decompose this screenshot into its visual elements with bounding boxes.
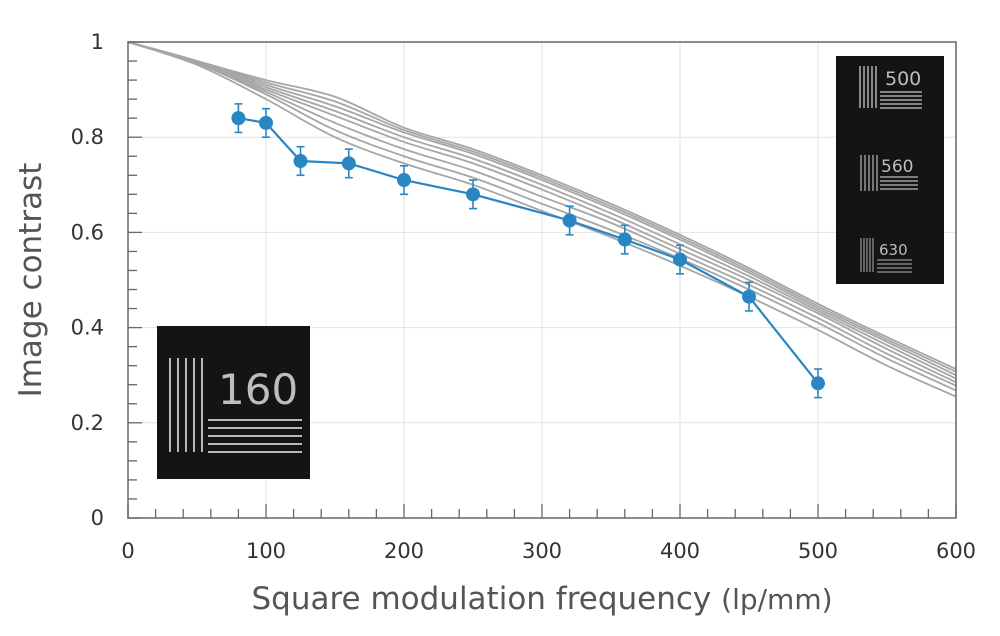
y-axis-title: Image contrast	[13, 163, 49, 398]
inset-160-background	[157, 326, 310, 479]
x-tick-label: 200	[384, 539, 424, 563]
y-tick-label: 0.2	[71, 411, 104, 435]
reference-curve	[127, 41, 957, 398]
y-tick-label: 0.4	[71, 316, 104, 340]
data-point	[341, 156, 356, 171]
reference-curve	[127, 41, 957, 373]
data-point	[617, 232, 632, 247]
reference-curves	[127, 41, 957, 398]
data-point	[466, 187, 480, 202]
measured-series	[231, 103, 825, 399]
x-tick-label: 0	[121, 539, 134, 563]
data-point	[562, 213, 577, 228]
measured-line	[238, 117, 819, 384]
inset-image-160: 160	[157, 326, 310, 479]
data-point	[293, 154, 308, 168]
x-axis-title-text: Square modulation frequency	[251, 581, 711, 617]
inset-630-bars	[860, 238, 912, 273]
x-tick-label: 500	[798, 539, 838, 563]
minor-ticks	[127, 41, 957, 519]
inset-160-horizontal-bars	[208, 419, 302, 453]
y-tick-label: 1	[91, 30, 104, 54]
reference-curve	[127, 41, 957, 380]
inset-160-label: 160	[218, 365, 298, 414]
reference-curve	[127, 41, 957, 384]
data-point	[742, 289, 756, 304]
x-tick-labels: 0 100 200 300 400 500 600	[121, 539, 976, 563]
x-tick-label: 400	[660, 539, 700, 563]
x-tick-label: 600	[936, 539, 976, 563]
reference-curve	[127, 41, 957, 377]
reference-curve	[127, 41, 957, 387]
reference-curve	[127, 41, 957, 392]
inset-image-500-560-630: 500 560 630	[836, 56, 944, 284]
y-tick-label: 0.6	[71, 220, 104, 244]
data-point	[397, 173, 411, 188]
x-tick-label: 300	[522, 539, 562, 563]
data-point	[673, 252, 687, 267]
data-point	[811, 376, 825, 391]
data-point	[259, 115, 273, 130]
x-tick-label: 100	[246, 539, 286, 563]
inset-500-background	[836, 56, 944, 284]
data-point	[231, 111, 246, 126]
inset-560-label: 560	[881, 157, 913, 177]
x-axis-title: Square modulation frequency (lp/mm)	[251, 581, 832, 617]
reference-curve	[127, 41, 957, 370]
inset-500-label: 500	[885, 68, 921, 90]
y-tick-label: 0	[91, 506, 104, 530]
inset-630-label: 630	[879, 241, 908, 259]
x-axis-unit: (lp/mm)	[721, 583, 832, 616]
inset-160-vertical-bars	[169, 358, 203, 452]
y-tick-label: 0.8	[71, 125, 104, 149]
y-tick-labels: 0 0.2 0.4 0.6 0.8 1	[71, 30, 104, 530]
inset-560-bars	[860, 155, 918, 191]
inset-500-bars	[859, 66, 922, 109]
